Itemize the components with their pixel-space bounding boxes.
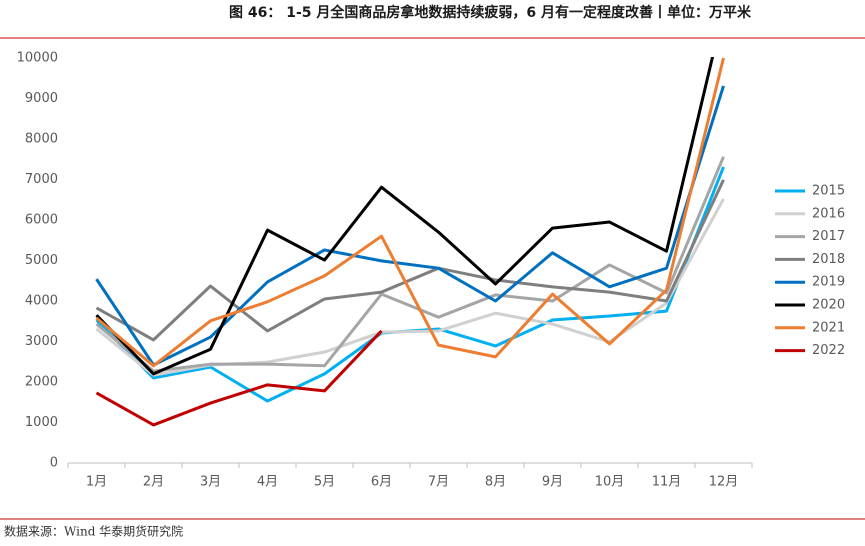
x-tick-label: 5月	[314, 475, 335, 490]
legend-label: 2019	[812, 275, 845, 290]
legend-label: 2015	[812, 184, 845, 199]
series-line	[95, 198, 725, 377]
legend-label: 2017	[812, 229, 845, 244]
legend-label: 2021	[812, 320, 845, 335]
y-tick-label: 1000	[25, 415, 58, 430]
legend-label: 2016	[812, 206, 845, 221]
x-tick-label: 4月	[257, 475, 278, 490]
x-tick-label: 7月	[428, 475, 449, 490]
series-line	[95, 57, 725, 368]
y-tick-label: 9000	[25, 91, 58, 106]
x-tick-label: 1月	[86, 475, 107, 490]
y-tick-label: 10000	[17, 51, 58, 66]
series-line	[95, 85, 725, 367]
x-tick-label: 11月	[652, 475, 682, 490]
x-tick-label: 3月	[200, 475, 221, 490]
x-tick-label: 9月	[542, 475, 563, 490]
y-tick-label: 5000	[25, 253, 58, 268]
legend-label: 2018	[812, 252, 845, 267]
y-tick-label: 0	[50, 456, 58, 471]
y-tick-label: 8000	[25, 132, 58, 147]
y-tick-label: 2000	[25, 375, 58, 390]
chart-title: 图 46： 1-5 月全国商品房拿地数据持续疲弱，6 月有一定程度改善丨单位：万…	[229, 4, 752, 21]
plot-area	[95, 57, 725, 427]
y-tick-label: 7000	[25, 172, 58, 187]
y-tick-label: 4000	[25, 294, 58, 309]
source-note: 数据来源：Wind 华泰期货研究院	[4, 524, 183, 539]
x-tick-label: 8月	[485, 475, 506, 490]
x-tick-label: 12月	[709, 475, 739, 490]
series-line	[95, 57, 715, 376]
series-line	[95, 329, 383, 427]
series-line	[95, 179, 725, 342]
series-line	[95, 156, 725, 373]
y-tick-label: 6000	[25, 213, 58, 228]
x-tick-label: 10月	[595, 475, 625, 490]
legend-label: 2020	[812, 298, 845, 313]
y-tick-label: 3000	[25, 334, 58, 349]
legend-label: 2022	[812, 343, 845, 358]
x-tick-label: 6月	[371, 475, 392, 490]
x-tick-label: 2月	[143, 475, 164, 490]
